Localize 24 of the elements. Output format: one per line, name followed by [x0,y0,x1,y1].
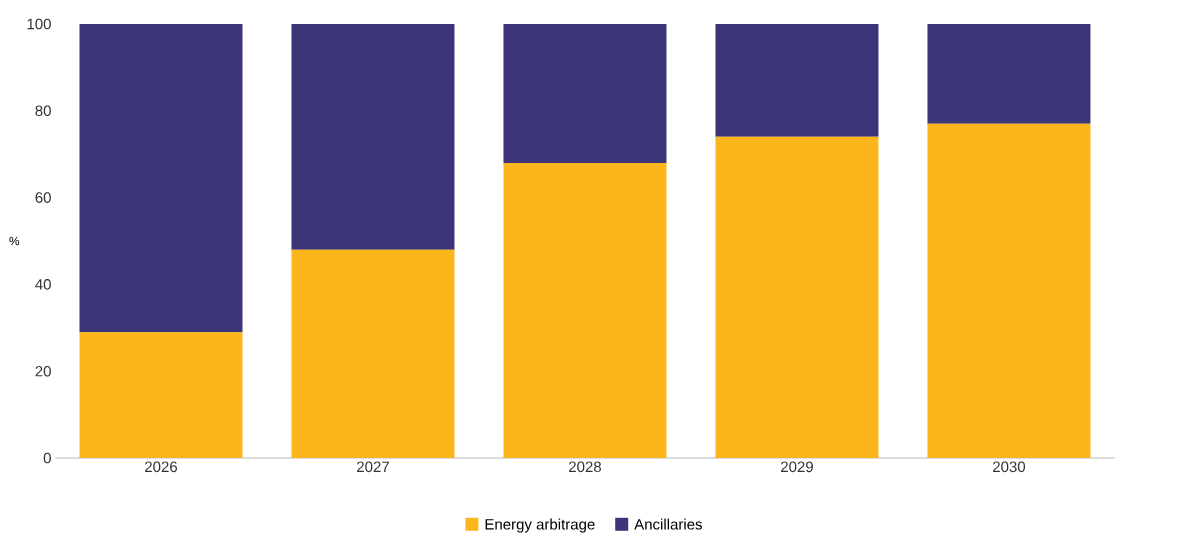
bar [715,24,879,137]
x-tick-label: 2029 [781,461,813,473]
x-tick-label: 2030 [993,461,1026,473]
y-axis-title: % [9,236,20,246]
y-tick-label: 20 [35,365,51,377]
bar [715,136,879,458]
bar [79,332,243,458]
x-tick-label: 2026 [145,461,178,473]
bar [79,24,243,333]
bar [503,162,667,458]
y-tick-label: 100 [27,18,51,30]
y-tick-label: 0 [43,452,51,464]
y-tick-label: 80 [35,105,51,117]
y-tick-label: 40 [35,279,51,290]
bar [927,24,1091,124]
legend-label: Ancillaries [634,518,702,530]
bar [503,24,667,163]
bar [927,123,1091,458]
x-tick-label: 2027 [357,461,389,473]
bar [291,249,455,458]
x-tick-label: 2028 [569,461,601,473]
legend-label: Energy arbitrage [485,518,595,533]
y-tick-label: 60 [35,192,51,203]
bar [291,24,455,250]
